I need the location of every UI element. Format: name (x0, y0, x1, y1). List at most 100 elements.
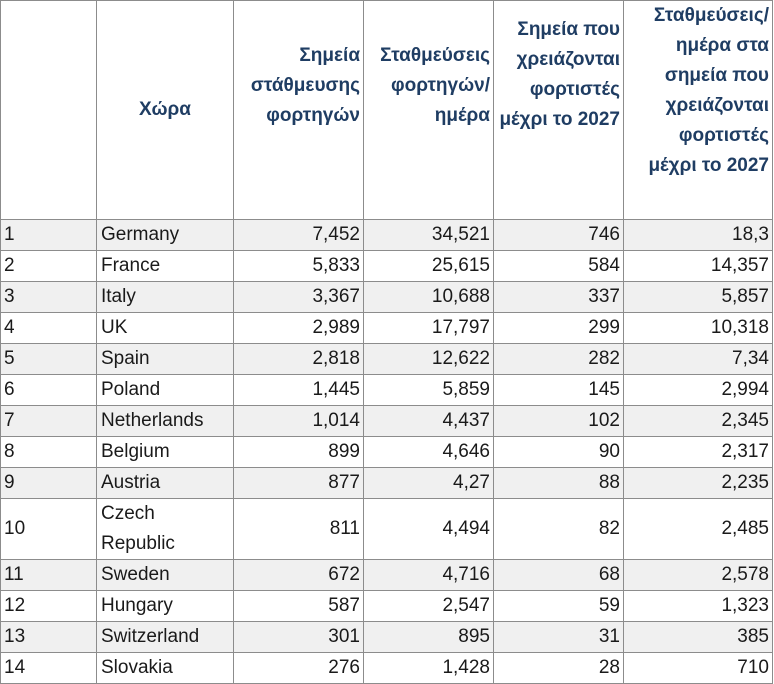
cell-parking-points: 2,818 (233, 343, 364, 375)
cell-country: Netherlands (96, 405, 234, 437)
cell-index: 11 (0, 559, 97, 591)
cell-country: France (96, 250, 234, 282)
cell-points-needing-chargers: 90 (493, 436, 624, 468)
cell-parkings-per-day: 4,27 (363, 467, 494, 499)
cell-country: Austria (96, 467, 234, 499)
header-index (0, 0, 97, 220)
cell-points-needing-chargers: 31 (493, 621, 624, 653)
cell-index: 1 (0, 219, 97, 251)
header-parkings-per-day: Σταθμεύσεις φορτηγών/ ημέρα (363, 0, 494, 220)
cell-parkings-per-day: 10,688 (363, 281, 494, 313)
table-body: 1 Germany 7,452 34,521 746 18,3 2 France 5,833 25… (0, 219, 773, 684)
table-row: 4 UK 2,989 17,797 299 10,318 (0, 312, 773, 344)
cell-index: 3 (0, 281, 97, 313)
cell-index: 6 (0, 374, 97, 406)
cell-index: 2 (0, 250, 97, 282)
table-row: 9 Austria 877 4,27 88 2,235 (0, 467, 773, 499)
cell-points-needing-chargers: 88 (493, 467, 624, 499)
cell-parkings-per-day: 12,622 (363, 343, 494, 375)
cell-index: 7 (0, 405, 97, 437)
cell-parkings-per-day-at-points: 2,345 (623, 405, 773, 437)
cell-parkings-per-day-at-points: 14,357 (623, 250, 773, 282)
cell-country: Hungary (96, 590, 234, 622)
cell-points-needing-chargers: 145 (493, 374, 624, 406)
cell-parking-points: 2,989 (233, 312, 364, 344)
table-row: 7 Netherlands 1,014 4,437 102 2,345 (0, 405, 773, 437)
table-row: 11 Sweden 672 4,716 68 2,578 (0, 559, 773, 591)
cell-parkings-per-day: 895 (363, 621, 494, 653)
table-row: 12 Hungary 587 2,547 59 1,323 (0, 590, 773, 622)
cell-parkings-per-day-at-points: 2,235 (623, 467, 773, 499)
cell-parkings-per-day: 34,521 (363, 219, 494, 251)
cell-parkings-per-day-at-points: 2,578 (623, 559, 773, 591)
cell-parkings-per-day: 4,646 (363, 436, 494, 468)
cell-points-needing-chargers: 584 (493, 250, 624, 282)
cell-country: Germany (96, 219, 234, 251)
cell-country: Slovakia (96, 652, 234, 684)
cell-country: Czech Republic (96, 498, 234, 560)
header-points-needing-chargers: Σημεία που χρειάζονται φορτιστές μέχρι τ… (493, 0, 624, 220)
cell-parking-points: 877 (233, 467, 364, 499)
cell-parkings-per-day: 25,615 (363, 250, 494, 282)
cell-parkings-per-day-at-points: 710 (623, 652, 773, 684)
cell-parkings-per-day: 2,547 (363, 590, 494, 622)
cell-parkings-per-day-at-points: 2,485 (623, 498, 773, 560)
cell-index: 14 (0, 652, 97, 684)
cell-parking-points: 3,367 (233, 281, 364, 313)
table-row: 13 Switzerland 301 895 31 385 (0, 621, 773, 653)
cell-index: 8 (0, 436, 97, 468)
cell-points-needing-chargers: 746 (493, 219, 624, 251)
cell-parkings-per-day-at-points: 7,34 (623, 343, 773, 375)
cell-parking-points: 672 (233, 559, 364, 591)
table-row: 14 Slovakia 276 1,428 28 710 (0, 652, 773, 684)
cell-parking-points: 811 (233, 498, 364, 560)
cell-parkings-per-day-at-points: 2,317 (623, 436, 773, 468)
cell-points-needing-chargers: 59 (493, 590, 624, 622)
cell-parkings-per-day-at-points: 385 (623, 621, 773, 653)
cell-index: 12 (0, 590, 97, 622)
cell-points-needing-chargers: 82 (493, 498, 624, 560)
table-row: 6 Poland 1,445 5,859 145 2,994 (0, 374, 773, 406)
cell-country: Italy (96, 281, 234, 313)
cell-index: 4 (0, 312, 97, 344)
table-row: 5 Spain 2,818 12,622 282 7,34 (0, 343, 773, 375)
cell-parking-points: 1,445 (233, 374, 364, 406)
table-row: 3 Italy 3,367 10,688 337 5,857 (0, 281, 773, 313)
cell-parkings-per-day-at-points: 5,857 (623, 281, 773, 313)
cell-parking-points: 587 (233, 590, 364, 622)
table-row: 8 Belgium 899 4,646 90 2,317 (0, 436, 773, 468)
cell-parking-points: 276 (233, 652, 364, 684)
cell-points-needing-chargers: 282 (493, 343, 624, 375)
cell-country: Poland (96, 374, 234, 406)
cell-country: Spain (96, 343, 234, 375)
cell-parkings-per-day-at-points: 18,3 (623, 219, 773, 251)
table-row: 10 Czech Republic 811 4,494 82 2,485 (0, 498, 773, 560)
cell-parkings-per-day-at-points: 1,323 (623, 590, 773, 622)
cell-index: 5 (0, 343, 97, 375)
cell-parking-points: 899 (233, 436, 364, 468)
cell-country: Switzerland (96, 621, 234, 653)
cell-parkings-per-day: 5,859 (363, 374, 494, 406)
header-row: Χώρα Σημεία στάθμευσης φορτηγών Σταθμεύσ… (0, 0, 773, 220)
header-parking-points: Σημεία στάθμευσης φορτηγών (233, 0, 364, 220)
cell-country: Belgium (96, 436, 234, 468)
cell-country: Sweden (96, 559, 234, 591)
cell-country: UK (96, 312, 234, 344)
cell-parkings-per-day-at-points: 10,318 (623, 312, 773, 344)
cell-parkings-per-day: 1,428 (363, 652, 494, 684)
cell-index: 13 (0, 621, 97, 653)
cell-parkings-per-day: 4,494 (363, 498, 494, 560)
cell-parking-points: 5,833 (233, 250, 364, 282)
cell-points-needing-chargers: 337 (493, 281, 624, 313)
cell-parking-points: 301 (233, 621, 364, 653)
cell-points-needing-chargers: 68 (493, 559, 624, 591)
cell-points-needing-chargers: 28 (493, 652, 624, 684)
cell-parkings-per-day-at-points: 2,994 (623, 374, 773, 406)
cell-parkings-per-day: 4,716 (363, 559, 494, 591)
header-parkings-per-day-at-points: Σταθμεύσεις/ ημέρα στα σημεία που χρειάζ… (623, 0, 773, 220)
cell-parking-points: 1,014 (233, 405, 364, 437)
cell-index: 10 (0, 498, 97, 560)
table-row: 2 France 5,833 25,615 584 14,357 (0, 250, 773, 282)
cell-parkings-per-day: 4,437 (363, 405, 494, 437)
